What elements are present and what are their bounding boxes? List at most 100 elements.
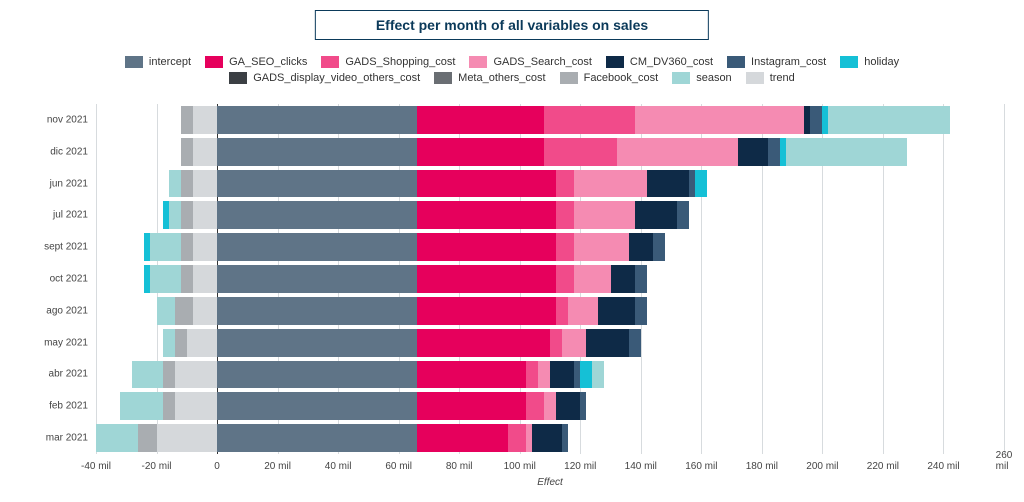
y-tick-label: feb 2021 <box>49 401 88 412</box>
legend-swatch <box>434 72 452 84</box>
legend-label: GA_SEO_clicks <box>229 56 307 68</box>
bar-segment <box>538 361 550 389</box>
bar-segment <box>217 106 417 134</box>
bar-segment <box>417 233 556 261</box>
legend-label: CM_DV360_cost <box>630 56 713 68</box>
bar-segment <box>163 361 175 389</box>
plot-area: -40 mil-20 mil020 mil40 mil60 mil80 mil1… <box>96 104 1004 454</box>
bar-segment <box>598 297 634 325</box>
bar-segment <box>169 170 181 198</box>
bar-segment <box>138 424 156 452</box>
x-tick-label: 120 mil <box>564 461 596 472</box>
legend-item: CM_DV360_cost <box>606 56 713 68</box>
legend-label: intercept <box>149 56 191 68</box>
bar-row: jun 2021 <box>96 168 1004 200</box>
bar-segment <box>647 170 689 198</box>
bar-segment <box>193 170 217 198</box>
bar-segment <box>574 201 635 229</box>
bar-segment <box>556 392 580 420</box>
legend-label: Instagram_cost <box>751 56 826 68</box>
legend-swatch <box>672 72 690 84</box>
x-tick-label: 160 mil <box>685 461 717 472</box>
bar-segment <box>96 424 138 452</box>
bar-segment <box>217 170 417 198</box>
bar-segment <box>629 329 641 357</box>
bar-segment <box>574 170 647 198</box>
bar-segment <box>175 329 187 357</box>
legend-swatch <box>560 72 578 84</box>
legend-label: GADS_Shopping_cost <box>345 56 455 68</box>
bar-segment <box>217 361 417 389</box>
x-tick-label: 180 mil <box>746 461 778 472</box>
x-tick-label: 60 mil <box>385 461 412 472</box>
bar-segment <box>175 392 217 420</box>
bar-segment <box>169 201 181 229</box>
legend-label: trend <box>770 72 795 84</box>
legend-swatch <box>125 56 143 68</box>
legend-item: trend <box>746 72 795 84</box>
bar-segment <box>562 424 568 452</box>
bar-segment <box>580 361 592 389</box>
bar-segment <box>193 106 217 134</box>
bar-segment <box>187 329 217 357</box>
bar-segment <box>175 297 193 325</box>
bar-segment <box>217 233 417 261</box>
bar-segment <box>586 329 628 357</box>
legend-item: GADS_Shopping_cost <box>321 56 455 68</box>
bar-segment <box>786 138 907 166</box>
y-tick-label: sept 2021 <box>44 242 88 253</box>
bar-row: abr 2021 <box>96 359 1004 391</box>
legend-swatch <box>746 72 764 84</box>
bar-segment <box>217 265 417 293</box>
bar-segment <box>556 201 574 229</box>
bar-segment <box>144 265 150 293</box>
bar-segment <box>568 297 598 325</box>
bar-segment <box>562 329 586 357</box>
x-tick-label: 40 mil <box>325 461 352 472</box>
bar-row: ago 2021 <box>96 295 1004 327</box>
y-tick-label: mar 2021 <box>46 433 88 444</box>
bar-segment <box>417 297 556 325</box>
bar-segment <box>635 106 804 134</box>
bar-segment <box>556 265 574 293</box>
x-tick-label: 80 mil <box>446 461 473 472</box>
bar-segment <box>417 329 550 357</box>
bar-segment <box>417 201 556 229</box>
bar-segment <box>556 170 574 198</box>
legend-label: Facebook_cost <box>584 72 659 84</box>
y-tick-label: oct 2021 <box>50 273 88 284</box>
legend-label: holiday <box>864 56 899 68</box>
y-tick-label: dic 2021 <box>50 146 88 157</box>
bar-segment <box>417 361 526 389</box>
bar-segment <box>695 170 707 198</box>
bar-segment <box>181 233 193 261</box>
bar-segment <box>574 265 610 293</box>
bar-segment <box>738 138 768 166</box>
bar-segment <box>175 361 217 389</box>
bar-row: mar 2021 <box>96 422 1004 454</box>
bar-segment <box>556 233 574 261</box>
bar-segment <box>810 106 822 134</box>
bar-segment <box>163 201 169 229</box>
bar-segment <box>193 233 217 261</box>
bar-segment <box>417 265 556 293</box>
bar-segment <box>217 424 417 452</box>
gridline <box>1004 104 1005 454</box>
legend-label: Meta_others_cost <box>458 72 545 84</box>
bar-segment <box>417 170 556 198</box>
bar-segment <box>144 233 150 261</box>
bar-segment <box>132 361 162 389</box>
bar-segment <box>677 201 689 229</box>
y-tick-label: nov 2021 <box>47 114 88 125</box>
bar-segment <box>544 106 635 134</box>
bar-segment <box>193 138 217 166</box>
x-tick-label: 200 mil <box>806 461 838 472</box>
bar-segment <box>163 392 175 420</box>
bar-segment <box>193 265 217 293</box>
bar-segment <box>768 138 780 166</box>
bar-segment <box>417 392 526 420</box>
bar-segment <box>193 201 217 229</box>
chart-title: Effect per month of all variables on sal… <box>376 17 648 33</box>
bar-row: feb 2021 <box>96 390 1004 422</box>
bar-segment <box>163 329 175 357</box>
